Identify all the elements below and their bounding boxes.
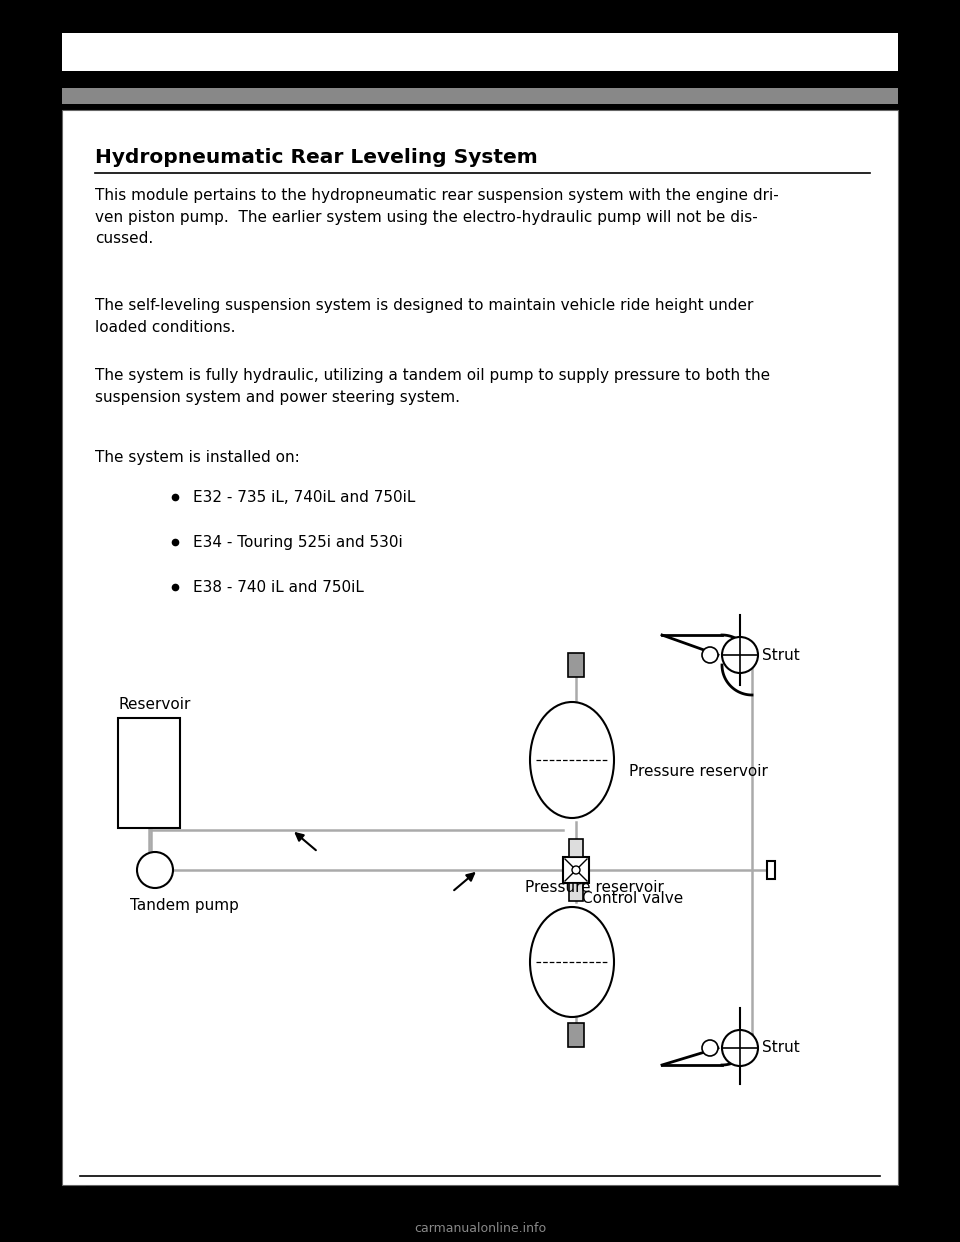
Circle shape [722,1030,758,1066]
Text: Reservoir: Reservoir [118,697,190,712]
Circle shape [702,1040,718,1056]
Text: Level Control Systems: Level Control Systems [80,1203,211,1216]
Circle shape [572,866,580,874]
Bar [62,88,898,104]
Bar [62,34,898,71]
Text: The self-leveling suspension system is designed to maintain vehicle ride height : The self-leveling suspension system is d… [95,298,754,334]
Text: Hydropneumatic Rear Leveling System: Hydropneumatic Rear Leveling System [95,148,538,166]
Text: Strut: Strut [762,1041,800,1056]
Circle shape [702,647,718,663]
Bar [569,840,583,857]
Bar [568,653,584,677]
Text: Tandem pump: Tandem pump [130,898,239,913]
Ellipse shape [530,702,614,818]
Text: Strut: Strut [762,647,800,662]
Text: 4: 4 [80,1186,90,1201]
Circle shape [722,637,758,673]
Text: The system is fully hydraulic, utilizing a tandem oil pump to supply pressure to: The system is fully hydraulic, utilizing… [95,368,770,405]
Text: This module pertains to the hydropneumatic rear suspension system with the engin: This module pertains to the hydropneumat… [95,188,779,246]
Bar [767,861,775,879]
Text: carmanualonline.info: carmanualonline.info [414,1221,546,1235]
Bar [563,857,589,883]
Bar [62,111,898,1185]
Text: E32 - 735 iL, 740iL and 750iL: E32 - 735 iL, 740iL and 750iL [193,491,416,505]
Bar [118,718,180,828]
Text: The system is installed on:: The system is installed on: [95,450,300,465]
Text: Pressure reservoir: Pressure reservoir [525,881,664,895]
Text: E38 - 740 iL and 750iL: E38 - 740 iL and 750iL [193,580,364,595]
Text: Control valve: Control valve [582,891,684,905]
Text: E34 - Touring 525i and 530i: E34 - Touring 525i and 530i [193,535,403,550]
Bar [568,1023,584,1047]
Ellipse shape [530,907,614,1017]
Circle shape [137,852,173,888]
Text: Pressure reservoir: Pressure reservoir [629,765,768,780]
Bar [569,883,583,900]
